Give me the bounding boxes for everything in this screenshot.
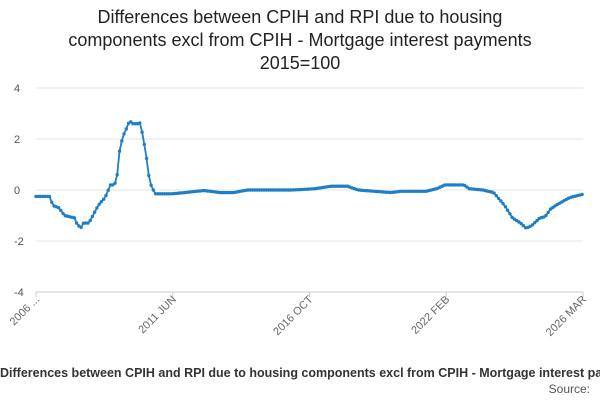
data-point[interactable] (97, 202, 101, 206)
x-tick-label: 2006 ... (8, 294, 42, 328)
y-tick-label: 4 (14, 83, 20, 95)
chart-title-line-3: 2015=100 (259, 53, 341, 73)
x-tick-label: 2011 JUN (136, 294, 179, 337)
data-point[interactable] (56, 206, 61, 210)
data-point[interactable] (492, 191, 496, 195)
data-point[interactable] (535, 218, 539, 223)
data-point[interactable] (508, 212, 512, 216)
data-point[interactable] (530, 223, 535, 227)
data-point[interactable] (120, 139, 124, 143)
data-point[interactable] (47, 194, 52, 199)
data-point[interactable] (86, 221, 90, 225)
data-point[interactable] (149, 183, 153, 187)
y-tick-label: -4 (14, 287, 24, 299)
data-point[interactable] (147, 173, 151, 178)
data-point[interactable] (72, 216, 77, 220)
data-point[interactable] (117, 149, 122, 153)
data-point[interactable] (533, 221, 537, 225)
x-tick-label: 2026 MAR (544, 294, 589, 339)
data-point[interactable] (140, 130, 144, 134)
y-tick-label: -2 (14, 236, 24, 248)
data-point[interactable] (90, 214, 95, 219)
chart-title-line-1: Differences between CPIH and RPI due to … (97, 7, 503, 27)
data-point[interactable] (74, 221, 79, 225)
data-point[interactable] (510, 215, 514, 219)
legend-label: Differences between CPIH and RPI due to … (0, 366, 600, 380)
data-point[interactable] (50, 200, 54, 204)
data-point[interactable] (503, 205, 508, 209)
data-point[interactable] (99, 200, 104, 204)
source-label: Source: (548, 382, 590, 396)
data-point[interactable] (124, 127, 128, 131)
x-tick-label: 2016 OCT (271, 293, 316, 338)
data-point[interactable] (88, 218, 92, 223)
data-point[interactable] (151, 188, 155, 192)
data-point[interactable] (129, 120, 133, 124)
data-point[interactable] (95, 206, 99, 210)
chart-title-line-2: components excl from CPIH - Mortgage int… (68, 30, 532, 50)
data-point[interactable] (519, 221, 523, 226)
data-point[interactable] (499, 199, 503, 203)
data-point[interactable] (144, 156, 149, 161)
data-point[interactable] (501, 202, 505, 206)
data-point[interactable] (544, 213, 548, 218)
series-line (36, 120, 278, 229)
data-point[interactable] (580, 192, 584, 197)
y-tick-label: 0 (14, 185, 20, 197)
data-point[interactable] (122, 132, 126, 136)
data-point[interactable] (59, 208, 63, 213)
y-axis: -4 -2 0 2 4 (14, 83, 24, 299)
chart-title: Differences between CPIH and RPI due to … (0, 6, 600, 75)
data-point[interactable] (505, 208, 510, 212)
data-point[interactable] (546, 210, 550, 214)
x-tick-label: 2022 FEB (409, 294, 452, 337)
x-axis: 2006 ... 2011 JUN 2016 OCT 2022 FEB 2026 MAR (8, 291, 589, 339)
data-point[interactable] (61, 211, 65, 216)
data-point[interactable] (102, 197, 106, 201)
data-point[interactable] (93, 210, 97, 214)
data-point[interactable] (106, 188, 110, 192)
data-point[interactable] (521, 224, 526, 228)
data-point[interactable] (142, 142, 146, 147)
series-layer (34, 120, 584, 230)
data-point[interactable] (113, 181, 117, 185)
data-point[interactable] (138, 121, 142, 125)
data-point[interactable] (496, 196, 501, 201)
data-point[interactable] (79, 225, 83, 230)
data-point[interactable] (104, 193, 108, 198)
data-point[interactable] (115, 173, 119, 177)
y-tick-label: 2 (14, 134, 20, 146)
data-point[interactable] (494, 194, 498, 198)
